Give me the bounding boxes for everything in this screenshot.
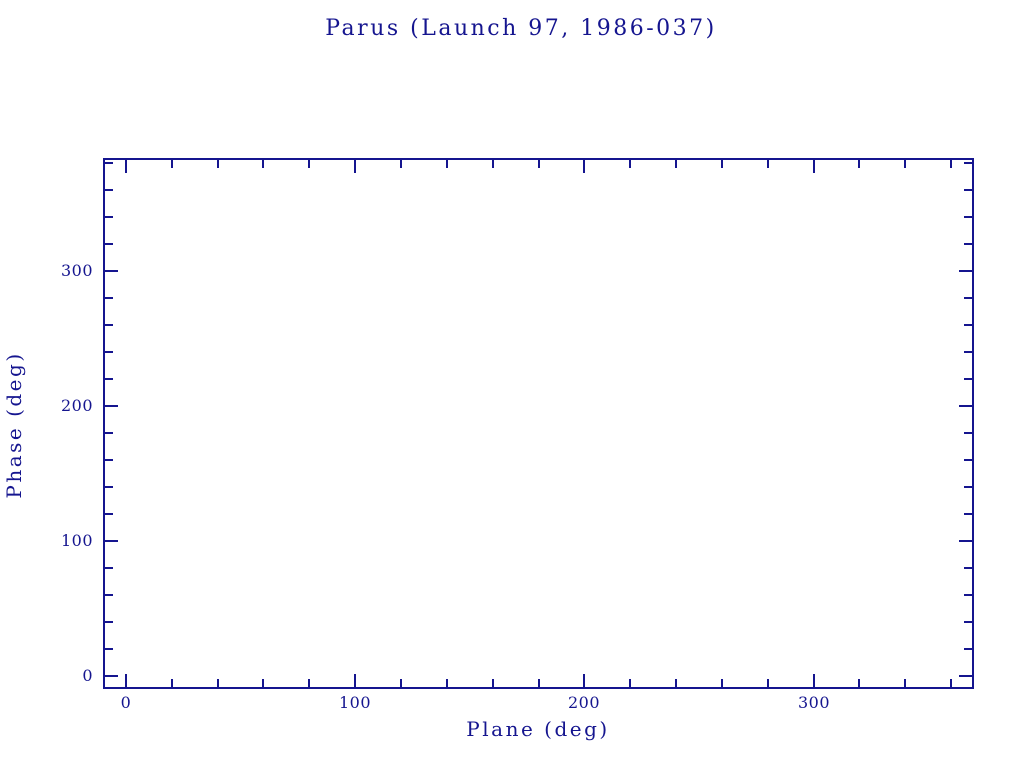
plot-frame xyxy=(103,158,974,689)
x-tick-major xyxy=(583,160,585,173)
y-tick-minor xyxy=(105,648,113,650)
y-tick-minor xyxy=(105,459,113,461)
x-tick-minor xyxy=(767,160,769,168)
x-tick-minor xyxy=(858,160,860,168)
y-tick-minor xyxy=(105,486,113,488)
x-tick-label: 100 xyxy=(338,693,372,712)
x-tick-minor xyxy=(308,160,310,168)
y-tick-minor xyxy=(964,459,972,461)
y-tick-minor xyxy=(964,351,972,353)
y-tick-major xyxy=(105,270,118,272)
y-tick-minor xyxy=(105,243,113,245)
x-tick-minor xyxy=(446,160,448,168)
y-tick-minor xyxy=(964,486,972,488)
y-tick-label: 0 xyxy=(82,666,93,685)
x-tick-minor xyxy=(675,679,677,687)
x-tick-minor xyxy=(492,160,494,168)
x-tick-minor xyxy=(950,160,952,168)
y-tick-minor xyxy=(105,594,113,596)
x-tick-minor xyxy=(308,679,310,687)
y-tick-minor xyxy=(105,513,113,515)
y-tick-minor xyxy=(964,432,972,434)
y-tick-minor xyxy=(105,378,113,380)
y-tick-major xyxy=(959,540,972,542)
y-axis-label: Phase (deg) xyxy=(2,351,26,499)
y-tick-minor xyxy=(964,324,972,326)
y-tick-minor xyxy=(964,621,972,623)
x-tick-major xyxy=(354,160,356,173)
y-tick-minor xyxy=(105,297,113,299)
x-tick-minor xyxy=(400,160,402,168)
x-tick-minor xyxy=(492,679,494,687)
y-tick-minor xyxy=(105,432,113,434)
y-tick-minor xyxy=(105,324,113,326)
x-tick-minor xyxy=(217,160,219,168)
x-tick-minor xyxy=(950,679,952,687)
y-tick-major xyxy=(959,675,972,677)
y-tick-minor xyxy=(964,513,972,515)
y-tick-minor xyxy=(964,594,972,596)
y-tick-minor xyxy=(964,378,972,380)
x-tick-major xyxy=(354,674,356,687)
y-tick-label: 200 xyxy=(60,396,93,415)
x-tick-label: 0 xyxy=(120,693,132,712)
x-tick-minor xyxy=(629,160,631,168)
y-tick-major xyxy=(105,675,118,677)
x-tick-minor xyxy=(538,160,540,168)
x-tick-minor xyxy=(400,679,402,687)
x-tick-minor xyxy=(904,679,906,687)
x-tick-label: 300 xyxy=(797,693,831,712)
y-tick-major xyxy=(105,540,118,542)
x-tick-minor xyxy=(171,160,173,168)
y-tick-minor xyxy=(964,648,972,650)
y-tick-minor xyxy=(964,243,972,245)
chart-title: Parus (Launch 97, 1986-037) xyxy=(325,16,717,41)
y-tick-label: 300 xyxy=(60,261,93,280)
y-tick-major xyxy=(105,405,118,407)
y-tick-major xyxy=(959,405,972,407)
x-tick-label: 200 xyxy=(567,693,601,712)
x-tick-major xyxy=(813,674,815,687)
x-tick-major xyxy=(125,674,127,687)
y-tick-label: 100 xyxy=(60,531,93,550)
x-tick-major xyxy=(125,160,127,173)
x-tick-minor xyxy=(858,679,860,687)
x-tick-minor xyxy=(262,160,264,168)
x-tick-minor xyxy=(446,679,448,687)
x-tick-minor xyxy=(538,679,540,687)
x-tick-minor xyxy=(767,679,769,687)
y-tick-minor xyxy=(964,162,972,164)
x-tick-major xyxy=(583,674,585,687)
x-tick-minor xyxy=(171,679,173,687)
y-tick-minor xyxy=(964,189,972,191)
y-tick-minor xyxy=(105,567,113,569)
x-tick-major xyxy=(813,160,815,173)
x-tick-minor xyxy=(721,160,723,168)
y-tick-minor xyxy=(964,216,972,218)
y-tick-minor xyxy=(105,621,113,623)
y-tick-minor xyxy=(964,567,972,569)
y-tick-major xyxy=(959,270,972,272)
x-tick-minor xyxy=(262,679,264,687)
x-axis-label: Plane (deg) xyxy=(466,717,610,741)
y-tick-minor xyxy=(105,351,113,353)
x-tick-minor xyxy=(675,160,677,168)
y-tick-minor xyxy=(105,162,113,164)
x-tick-minor xyxy=(721,679,723,687)
x-tick-minor xyxy=(217,679,219,687)
x-tick-minor xyxy=(904,160,906,168)
x-tick-minor xyxy=(629,679,631,687)
y-tick-minor xyxy=(105,216,113,218)
y-tick-minor xyxy=(964,297,972,299)
y-tick-minor xyxy=(105,189,113,191)
